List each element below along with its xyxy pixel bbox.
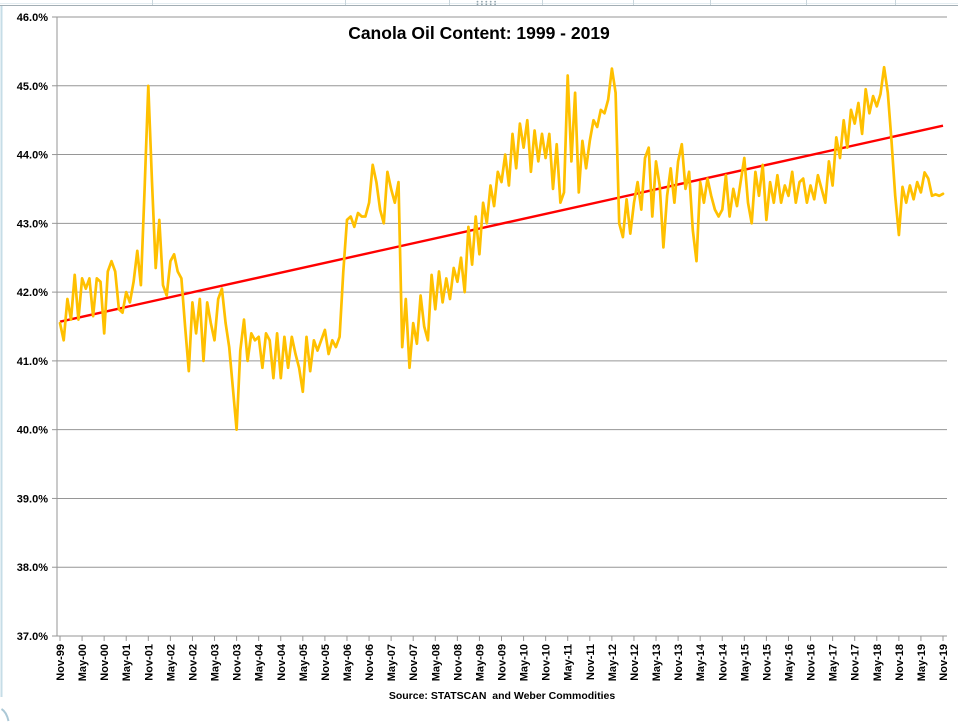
selection-corner-mark	[0, 708, 10, 722]
x-axis-label: Nov-09	[497, 644, 509, 681]
x-axis-label: May-14	[695, 643, 707, 681]
y-axis-label: 40.0%	[17, 425, 48, 437]
x-axis-label: Nov-10	[541, 644, 553, 681]
x-axis-label: May-01	[121, 644, 133, 681]
x-axis-label: Nov-18	[894, 644, 906, 681]
x-axis-label: Nov-19	[938, 644, 950, 681]
chart-drag-grip-icon	[485, 0, 488, 3]
x-axis-label: Nov-12	[629, 644, 641, 681]
x-axis-label: May-12	[607, 644, 619, 681]
x-axis-label: May-00	[77, 644, 89, 681]
y-axis-label: 46.0%	[17, 12, 48, 24]
x-axis-label: May-05	[298, 644, 310, 681]
y-axis-label: 41.0%	[17, 356, 48, 368]
x-axis-label: May-04	[254, 643, 266, 681]
x-axis-label: Nov-01	[143, 644, 155, 681]
x-axis-label: May-18	[872, 644, 884, 681]
chart-source-note: Source: STATSCAN and Weber Commodities	[388, 690, 616, 702]
x-axis-label: May-15	[739, 644, 751, 681]
x-axis-label: May-10	[519, 644, 531, 681]
chart-drag-grip-icon	[481, 0, 483, 3]
trend-line	[59, 124, 944, 323]
x-axis-label: May-09	[474, 644, 486, 681]
oil-content-series-line	[58, 65, 945, 432]
y-axis-label: 42.0%	[17, 287, 48, 299]
x-axis-label: May-07	[386, 644, 398, 681]
x-axis-label: Nov-99	[55, 644, 67, 681]
x-axis-label: Nov-16	[806, 644, 818, 681]
x-axis-label: Nov-11	[585, 644, 597, 680]
y-axis-label: 37.0%	[17, 631, 48, 643]
x-axis-label: May-02	[165, 644, 177, 681]
x-axis-label: Nov-14	[717, 643, 729, 681]
x-axis-label: Nov-03	[232, 644, 244, 681]
x-axis-label: May-13	[651, 644, 663, 681]
y-axis-label: 44.0%	[17, 150, 48, 162]
x-axis-label: Nov-07	[408, 644, 420, 681]
chart-drag-grip-icon	[476, 0, 479, 3]
chart-drag-grip-icon	[485, 3, 488, 6]
x-axis-label: May-11	[563, 644, 575, 681]
x-axis-label: Nov-15	[761, 644, 773, 681]
x-axis-label: Nov-08	[452, 644, 464, 681]
x-axis-label: May-17	[828, 644, 840, 681]
y-axis-label: 39.0%	[17, 493, 48, 505]
chart-drag-grip-icon	[489, 3, 492, 6]
chart-drag-grip-icon	[489, 0, 492, 3]
x-axis-label: Nov-06	[364, 644, 376, 681]
y-axis-label: 43.0%	[17, 218, 48, 230]
chart-drag-grip-icon	[481, 3, 483, 6]
x-axis-label: Nov-04	[276, 643, 288, 681]
x-axis-label: Nov-00	[99, 644, 111, 681]
x-axis-label: Nov-05	[320, 644, 332, 681]
x-axis-label: May-16	[783, 644, 795, 681]
x-axis-label: Nov-17	[850, 644, 862, 681]
chart-drag-grip-icon	[494, 0, 496, 3]
chart-drag-grip-icon	[476, 3, 479, 6]
y-axis-label: 45.0%	[17, 81, 48, 93]
y-axis-label: 38.0%	[17, 562, 48, 574]
x-axis-label: May-06	[342, 644, 354, 681]
x-axis-label: Nov-13	[673, 644, 685, 681]
chart-title: Canola Oil Content: 1999 - 2019	[348, 23, 610, 43]
x-axis-label: May-08	[430, 644, 442, 681]
chart-drag-grip-icon	[494, 3, 496, 6]
x-axis-label: May-03	[210, 644, 222, 681]
x-axis-label: Nov-02	[187, 644, 199, 681]
x-axis-label: May-19	[916, 644, 928, 681]
